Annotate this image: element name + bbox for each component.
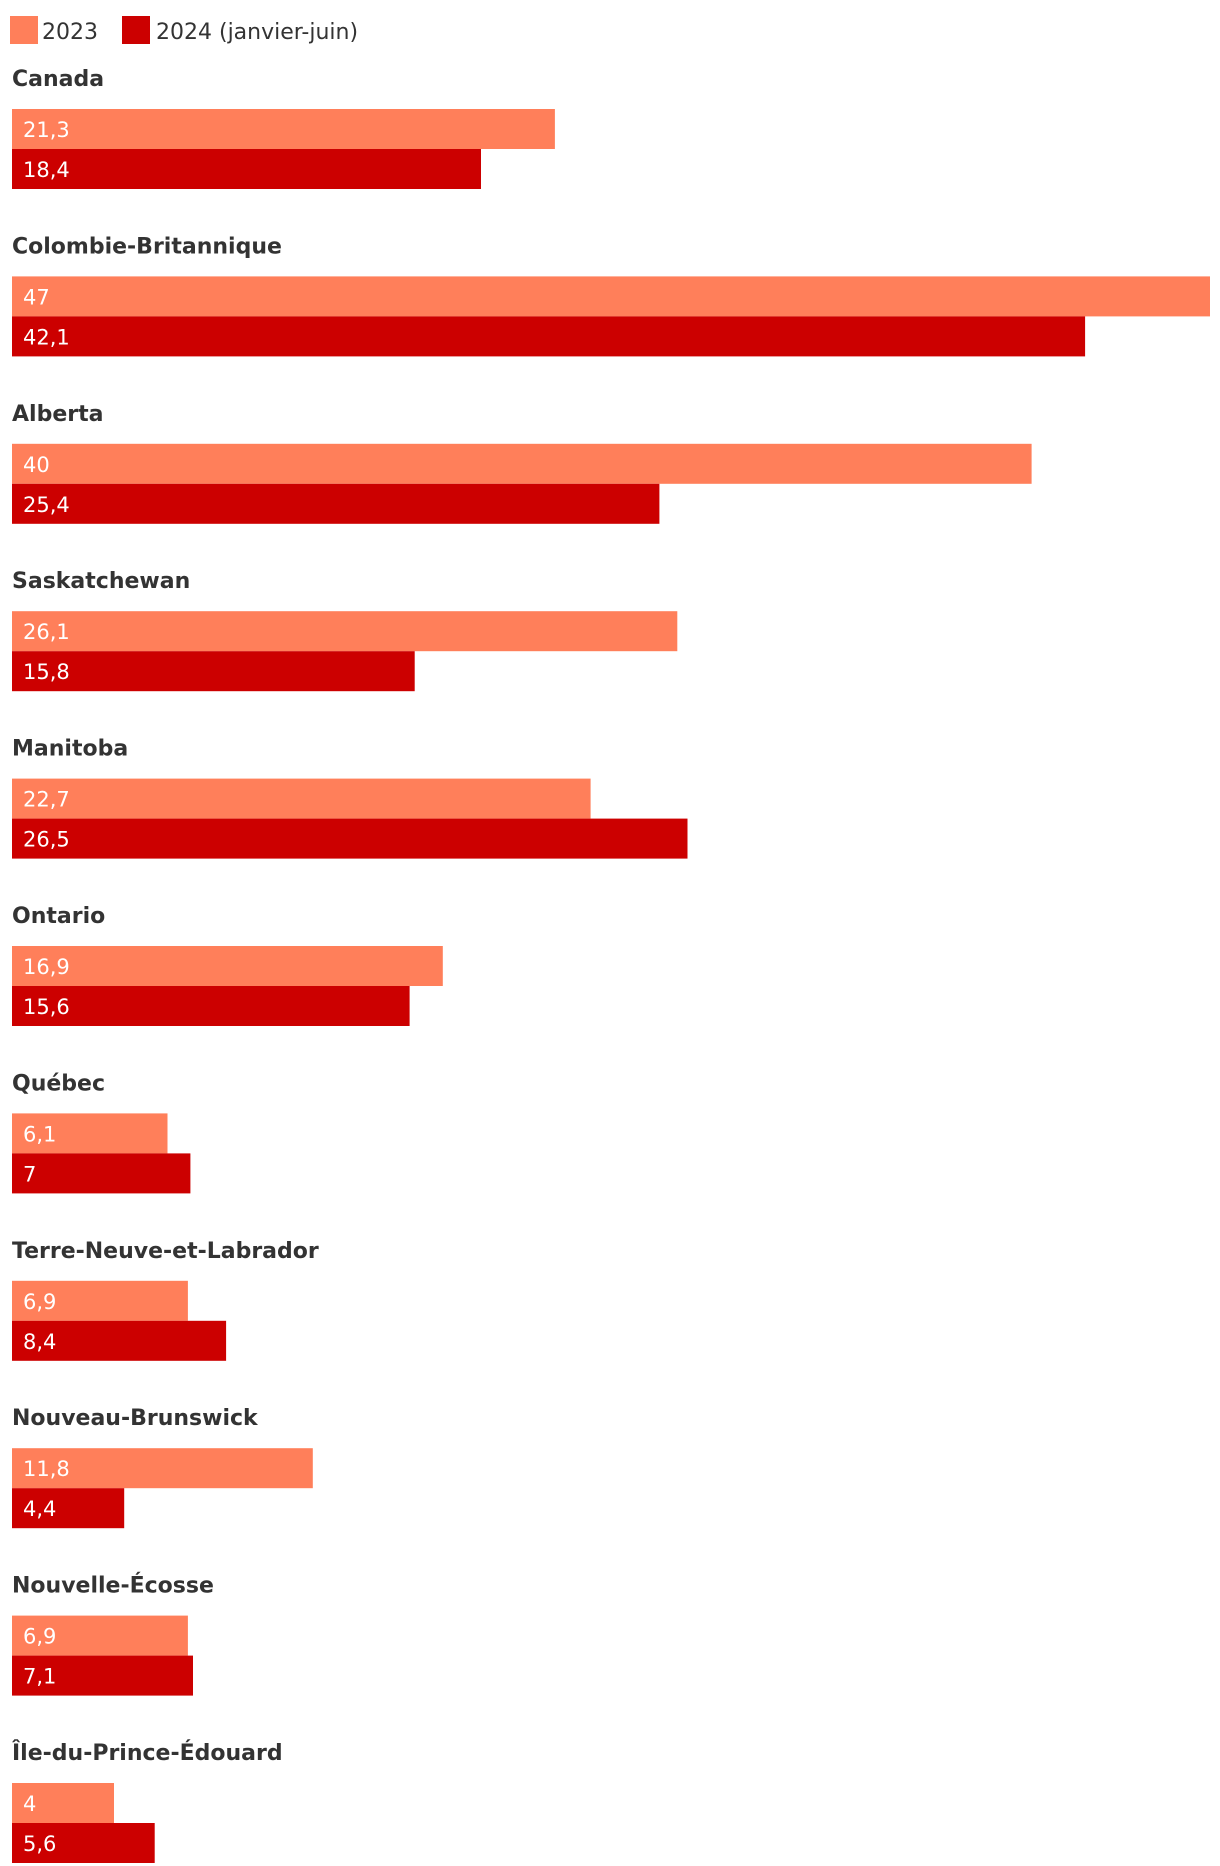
bar-2023 xyxy=(12,1448,313,1489)
bar-2023 xyxy=(12,1113,168,1154)
category-group: Manitoba 22,7 26,5 xyxy=(12,737,688,859)
bar-value-label: 4,4 xyxy=(23,1497,56,1521)
bar-value-label: 16,9 xyxy=(23,955,70,979)
bar-value-label: 15,8 xyxy=(23,660,70,684)
legend-swatch-2023 xyxy=(10,16,38,44)
bar-value-label: 42,1 xyxy=(23,325,70,349)
category-group: Île-du-Prince-Édouard 4 5,6 xyxy=(12,1740,283,1863)
bar-2024 xyxy=(12,149,481,189)
category-label: Colombie-Britannique xyxy=(12,234,282,259)
legend-swatch-2024 xyxy=(122,16,150,44)
bar-value-label: 6,9 xyxy=(23,1290,56,1314)
bar-value-label: 26,5 xyxy=(23,828,70,852)
category-group: Canada 21,3 18,4 xyxy=(12,67,555,189)
category-group: Nouveau-Brunswick 11,8 4,4 xyxy=(12,1406,313,1529)
bar-value-label: 18,4 xyxy=(23,158,70,182)
category-group: Ontario 16,9 15,6 xyxy=(12,904,443,1026)
bar-2024 xyxy=(12,1655,193,1696)
bar-2023 xyxy=(12,1783,114,1823)
bar-value-label: 47 xyxy=(23,285,50,309)
category-label: Québec xyxy=(12,1071,105,1096)
category-label: Nouveau-Brunswick xyxy=(12,1406,259,1431)
bar-2023 xyxy=(12,778,591,819)
category-group: Alberta 40 25,4 xyxy=(12,402,1032,524)
bar-2024 xyxy=(12,818,688,859)
category-label: Saskatchewan xyxy=(12,569,190,594)
bar-2024 xyxy=(12,986,410,1026)
bar-2024 xyxy=(12,651,415,692)
bar-2023 xyxy=(12,611,678,652)
bar-value-label: 15,6 xyxy=(23,995,70,1019)
bar-2023 xyxy=(12,946,443,986)
bar-value-label: 6,1 xyxy=(23,1122,56,1146)
bar-2024 xyxy=(12,316,1086,357)
bar-value-label: 6,9 xyxy=(23,1625,56,1649)
bar-2023 xyxy=(12,443,1032,484)
category-label: Ontario xyxy=(12,904,105,929)
chart-legend: 2023 2024 (janvier-juin) xyxy=(10,16,358,45)
bar-value-label: 25,4 xyxy=(23,493,70,517)
bar-value-label: 7 xyxy=(23,1162,36,1186)
category-label: Alberta xyxy=(12,402,103,427)
category-label: Île-du-Prince-Édouard xyxy=(12,1740,283,1766)
category-group: Québec 6,1 7 xyxy=(12,1071,191,1194)
category-label: Manitoba xyxy=(12,737,128,762)
bar-value-label: 5,6 xyxy=(23,1832,56,1856)
bar-value-label: 8,4 xyxy=(23,1330,56,1354)
bar-value-label: 26,1 xyxy=(23,620,70,644)
bar-2024 xyxy=(12,1823,155,1863)
bar-value-label: 21,3 xyxy=(23,118,70,142)
category-label: Canada xyxy=(12,67,104,92)
bar-2024 xyxy=(12,1153,191,1194)
category-group: Terre-Neuve-et-Labrador 6,9 8,4 xyxy=(12,1239,319,1361)
bar-value-label: 22,7 xyxy=(23,788,70,812)
bar-value-label: 4 xyxy=(23,1792,36,1816)
chart-rows: Canada21,318,4Colombie-Britannique4742,1… xyxy=(12,67,1210,1863)
bar-2024 xyxy=(12,483,660,524)
category-group: Saskatchewan 26,1 15,8 xyxy=(12,569,678,692)
bar-2024 xyxy=(12,1320,227,1361)
bar-2023 xyxy=(12,276,1210,317)
bar-value-label: 7,1 xyxy=(23,1665,56,1689)
category-label: Nouvelle-Écosse xyxy=(12,1573,214,1599)
bar-2023 xyxy=(12,109,555,149)
bar-value-label: 11,8 xyxy=(23,1457,70,1481)
category-group: Colombie-Britannique 47 42,1 xyxy=(12,234,1210,357)
category-label: Terre-Neuve-et-Labrador xyxy=(12,1239,319,1264)
legend-label-2024: 2024 (janvier-juin) xyxy=(156,20,358,45)
bar-2024 xyxy=(12,1488,125,1529)
bar-2023 xyxy=(12,1615,188,1656)
category-group: Nouvelle-Écosse 6,9 7,1 xyxy=(12,1573,214,1696)
bar-2023 xyxy=(12,1280,188,1321)
bar-value-label: 40 xyxy=(23,453,50,477)
legend-label-2023: 2023 xyxy=(42,20,98,45)
